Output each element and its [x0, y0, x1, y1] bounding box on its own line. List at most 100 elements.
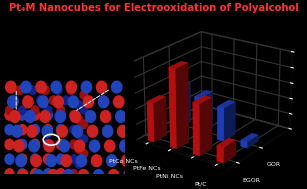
Circle shape: [44, 125, 52, 135]
Circle shape: [74, 140, 84, 152]
Circle shape: [29, 140, 39, 152]
Circle shape: [44, 110, 52, 120]
Circle shape: [5, 110, 14, 120]
Circle shape: [37, 96, 44, 105]
Circle shape: [18, 110, 27, 120]
Circle shape: [70, 155, 77, 163]
Circle shape: [70, 140, 77, 149]
Circle shape: [99, 96, 109, 108]
Circle shape: [56, 125, 65, 135]
Circle shape: [80, 91, 88, 99]
Circle shape: [76, 155, 87, 167]
Circle shape: [80, 135, 88, 143]
Circle shape: [56, 110, 65, 120]
Circle shape: [18, 154, 27, 164]
Circle shape: [120, 140, 130, 152]
Circle shape: [40, 111, 50, 122]
Circle shape: [83, 96, 94, 108]
Circle shape: [56, 139, 65, 149]
Circle shape: [61, 155, 72, 167]
Circle shape: [109, 170, 119, 181]
Circle shape: [31, 125, 40, 135]
Circle shape: [80, 149, 88, 158]
Circle shape: [18, 169, 27, 179]
Circle shape: [31, 169, 40, 179]
Circle shape: [56, 169, 65, 179]
Circle shape: [72, 125, 83, 137]
Circle shape: [70, 125, 77, 134]
Circle shape: [62, 96, 70, 105]
Circle shape: [44, 169, 52, 179]
Circle shape: [24, 96, 31, 105]
Circle shape: [54, 86, 62, 94]
Circle shape: [44, 140, 54, 152]
Circle shape: [81, 81, 91, 93]
Circle shape: [75, 115, 83, 124]
Circle shape: [33, 170, 43, 181]
Circle shape: [70, 170, 77, 178]
Circle shape: [66, 81, 76, 93]
Circle shape: [42, 125, 52, 137]
Circle shape: [27, 125, 37, 137]
Circle shape: [59, 140, 69, 152]
Circle shape: [44, 106, 52, 115]
Circle shape: [63, 170, 73, 181]
Circle shape: [116, 111, 126, 122]
Circle shape: [80, 120, 88, 129]
Circle shape: [48, 170, 58, 181]
Circle shape: [85, 111, 96, 122]
Circle shape: [70, 111, 77, 119]
Circle shape: [5, 169, 14, 179]
Circle shape: [41, 86, 49, 94]
Circle shape: [36, 81, 46, 93]
Circle shape: [68, 96, 79, 108]
Circle shape: [18, 106, 26, 115]
Circle shape: [55, 111, 65, 122]
Circle shape: [5, 154, 14, 164]
Circle shape: [103, 125, 113, 137]
Circle shape: [78, 170, 89, 181]
Circle shape: [12, 125, 22, 137]
Circle shape: [75, 145, 83, 153]
Circle shape: [31, 139, 40, 149]
Circle shape: [6, 81, 16, 93]
Circle shape: [51, 81, 61, 93]
Circle shape: [44, 154, 52, 164]
Circle shape: [18, 170, 28, 181]
Circle shape: [16, 155, 26, 167]
Circle shape: [18, 125, 27, 135]
Circle shape: [10, 111, 20, 122]
Circle shape: [57, 125, 68, 137]
Circle shape: [44, 139, 52, 149]
Circle shape: [87, 125, 98, 137]
Circle shape: [89, 140, 100, 152]
Circle shape: [80, 105, 88, 114]
Circle shape: [105, 140, 115, 152]
Circle shape: [5, 125, 14, 135]
Circle shape: [25, 111, 35, 122]
Circle shape: [31, 106, 39, 115]
Circle shape: [96, 81, 107, 93]
Circle shape: [31, 155, 41, 167]
Circle shape: [75, 101, 83, 109]
Circle shape: [53, 96, 63, 108]
Circle shape: [29, 86, 36, 94]
Circle shape: [75, 130, 83, 139]
Circle shape: [100, 111, 111, 122]
Circle shape: [114, 96, 124, 108]
Circle shape: [21, 81, 31, 93]
Circle shape: [67, 86, 75, 94]
Circle shape: [16, 86, 24, 94]
Text: Pt₄M Nanocubes for Electrooxidation of Polyalcohol: Pt₄M Nanocubes for Electrooxidation of P…: [9, 3, 298, 13]
Circle shape: [91, 155, 102, 167]
Circle shape: [111, 81, 122, 93]
Circle shape: [8, 96, 18, 108]
Circle shape: [124, 170, 134, 181]
Circle shape: [57, 106, 64, 115]
Circle shape: [107, 155, 117, 167]
Circle shape: [56, 154, 65, 164]
Circle shape: [31, 110, 40, 120]
Circle shape: [49, 96, 57, 105]
Circle shape: [5, 139, 14, 149]
Circle shape: [6, 106, 13, 115]
